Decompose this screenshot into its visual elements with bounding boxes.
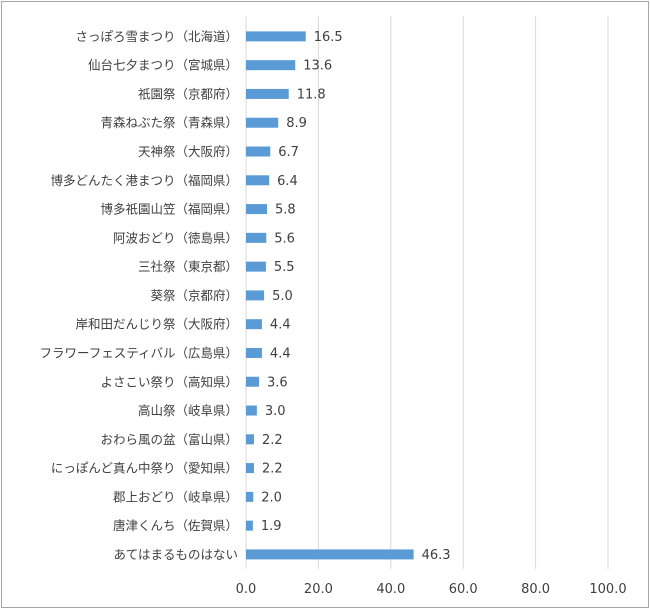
data-label: 4.4 xyxy=(270,346,291,361)
x-tick-label: 0.0 xyxy=(236,582,257,597)
x-tick-label: 60.0 xyxy=(449,582,478,597)
bar xyxy=(246,261,266,272)
data-label: 1.9 xyxy=(261,519,282,534)
x-tick-label: 80.0 xyxy=(521,582,550,597)
data-label: 2.0 xyxy=(261,490,282,505)
category-label: にっぽんど真ん中祭り（愛知県） xyxy=(51,461,238,476)
bar xyxy=(246,175,270,186)
data-label: 5.8 xyxy=(275,203,296,218)
x-tick-label: 100.0 xyxy=(589,582,626,597)
bar xyxy=(246,290,265,301)
data-label: 3.6 xyxy=(267,375,288,390)
bars xyxy=(246,31,414,560)
category-label: 高山祭（岐阜県） xyxy=(138,403,238,418)
bar xyxy=(246,520,253,531)
data-label: 3.0 xyxy=(265,404,286,419)
category-label: 仙台七夕まつり（宮城県） xyxy=(88,58,238,73)
x-tick-label: 40.0 xyxy=(376,582,405,597)
bar xyxy=(246,491,254,502)
bar xyxy=(246,549,414,560)
bar xyxy=(246,60,296,71)
data-label: 13.6 xyxy=(303,59,332,74)
data-label: 5.6 xyxy=(274,231,295,246)
bar xyxy=(246,117,279,128)
category-label: 郡上おどり（岐阜県） xyxy=(113,489,238,504)
data-label: 6.7 xyxy=(278,145,299,160)
bar xyxy=(246,434,254,445)
x-axis-tick-labels: 0.0 20.0 40.0 60.0 80.0 100.0 xyxy=(236,582,627,597)
category-label: よさこい祭り（高知県） xyxy=(100,374,238,389)
data-label: 2.2 xyxy=(262,462,283,477)
category-label: 阿波おどり（徳島県） xyxy=(113,230,238,245)
category-label: 博多祇園山笠（福岡県） xyxy=(100,202,238,217)
category-label: フラワーフェスティバル（広島県） xyxy=(39,345,238,360)
bar xyxy=(246,232,267,243)
category-label: 岸和田だんじり祭（大阪府） xyxy=(75,317,238,332)
category-labels: さっぽろ雪まつり（北海道） 仙台七夕まつり（宮城県） 祇園祭（京都府） 青森ねぶた祭（… xyxy=(39,29,238,562)
bar xyxy=(246,31,306,42)
category-label: さっぽろ雪まつり（北海道） xyxy=(75,29,238,44)
bar xyxy=(246,347,262,358)
category-label: 博多どんたく港まつり（福岡県） xyxy=(50,173,238,188)
data-label: 6.4 xyxy=(277,174,298,189)
data-label: 4.4 xyxy=(270,318,291,333)
data-label: 2.2 xyxy=(262,433,283,448)
category-label: 天神祭（大阪府） xyxy=(138,144,238,159)
bar xyxy=(246,88,289,99)
category-label: 祇園祭（京都府） xyxy=(138,86,238,101)
data-label: 46.3 xyxy=(422,548,451,563)
bar xyxy=(246,319,262,330)
category-label: あてはまるものはない xyxy=(113,547,238,562)
category-label: 三社祭（東京都） xyxy=(138,259,238,274)
category-label: 葵祭（京都府） xyxy=(150,288,238,303)
x-tick-label: 20.0 xyxy=(304,582,333,597)
bar xyxy=(246,146,271,157)
bar xyxy=(246,405,257,416)
data-labels: 16.5 13.6 11.8 8.9 6.7 6.4 5.8 5.6 5.5 5.0 4.4 4.4 3… xyxy=(261,30,451,563)
category-label: 唐津くんち（佐賀県） xyxy=(113,518,238,533)
category-label: おわら風の盆（富山県） xyxy=(100,432,238,447)
data-label: 8.9 xyxy=(286,116,307,131)
category-label: 青森ねぶた祭（青森県） xyxy=(100,115,238,130)
data-label: 11.8 xyxy=(297,87,326,102)
bar xyxy=(246,463,254,474)
data-label: 5.0 xyxy=(272,289,293,304)
bar xyxy=(246,376,260,387)
bar xyxy=(246,204,267,215)
data-label: 5.5 xyxy=(274,260,295,275)
data-label: 16.5 xyxy=(314,30,343,45)
